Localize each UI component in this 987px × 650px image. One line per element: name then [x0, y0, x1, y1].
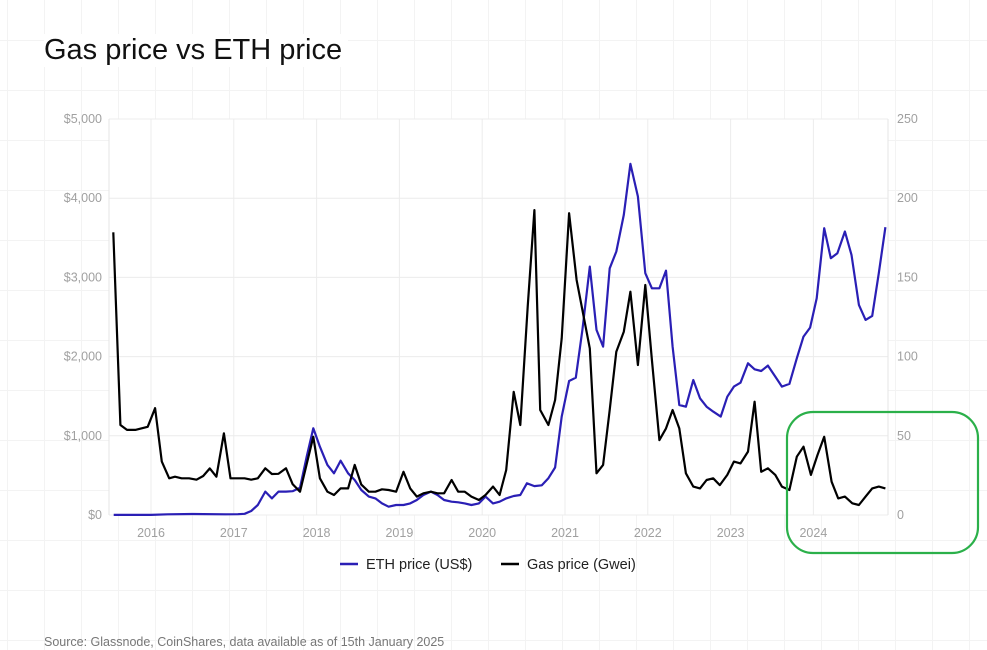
x-tick-label: 2019 [385, 526, 413, 540]
x-tick-label: 2023 [717, 526, 745, 540]
chart-title: Gas price vs ETH price [44, 34, 349, 67]
y-right-tick-label: 150 [897, 270, 918, 284]
x-tick-label: 2017 [220, 526, 248, 540]
y-left-tick-label: $5,000 [64, 112, 102, 126]
y-left-tick-label: $2,000 [64, 350, 102, 364]
y-left-tick-label: $3,000 [64, 270, 102, 284]
plot-area [109, 119, 888, 515]
y-right-tick-label: 200 [897, 191, 918, 205]
y-right-tick-label: 0 [897, 508, 904, 522]
y-left-tick-label: $0 [88, 508, 102, 522]
y-left-tick-label: $4,000 [64, 191, 102, 205]
y-right-tick-label: 100 [897, 350, 918, 364]
gas-price-line [112, 209, 886, 507]
y-left-tick-label: $1,000 [64, 429, 102, 443]
x-tick-label: 2016 [137, 526, 165, 540]
y-right-tick-label: 50 [897, 429, 911, 443]
legend-label: Gas price (Gwei) [527, 557, 636, 573]
x-tick-label: 2022 [634, 526, 662, 540]
x-tick-label: 2018 [303, 526, 331, 540]
highlight-box-2024 [785, 410, 980, 555]
y-right-tick-label: 250 [897, 112, 918, 126]
eth-price-line [113, 162, 887, 516]
x-tick-label: 2024 [799, 526, 827, 540]
x-tick-label: 2021 [551, 526, 579, 540]
source-note: Source: Glassnode, CoinShares, data avai… [44, 635, 445, 649]
legend-label: ETH price (US$) [366, 557, 472, 573]
x-tick-label: 2020 [468, 526, 496, 540]
